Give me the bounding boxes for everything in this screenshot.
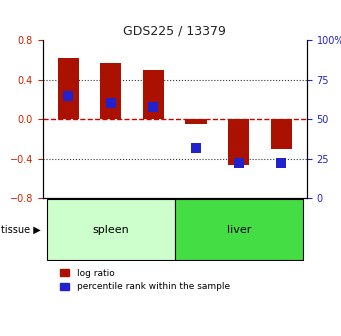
FancyBboxPatch shape — [175, 199, 303, 260]
Bar — [186, 119, 207, 124]
Text: spleen: spleen — [92, 225, 129, 235]
Point — [65, 93, 71, 98]
Text: liver: liver — [226, 225, 251, 235]
Point — [279, 161, 284, 166]
Bar — [271, 119, 292, 149]
FancyBboxPatch shape — [47, 199, 175, 260]
Bar — [143, 70, 164, 119]
Title: GDS225 / 13379: GDS225 / 13379 — [123, 25, 226, 38]
Point — [236, 161, 241, 166]
Point — [193, 145, 199, 150]
Bar — [58, 58, 79, 119]
Bar — [228, 119, 249, 165]
Point — [108, 101, 114, 106]
Legend: log ratio, percentile rank within the sample: log ratio, percentile rank within the sa… — [60, 269, 230, 291]
Point — [151, 104, 156, 109]
Text: tissue ▶: tissue ▶ — [1, 225, 41, 235]
Bar — [100, 63, 121, 119]
